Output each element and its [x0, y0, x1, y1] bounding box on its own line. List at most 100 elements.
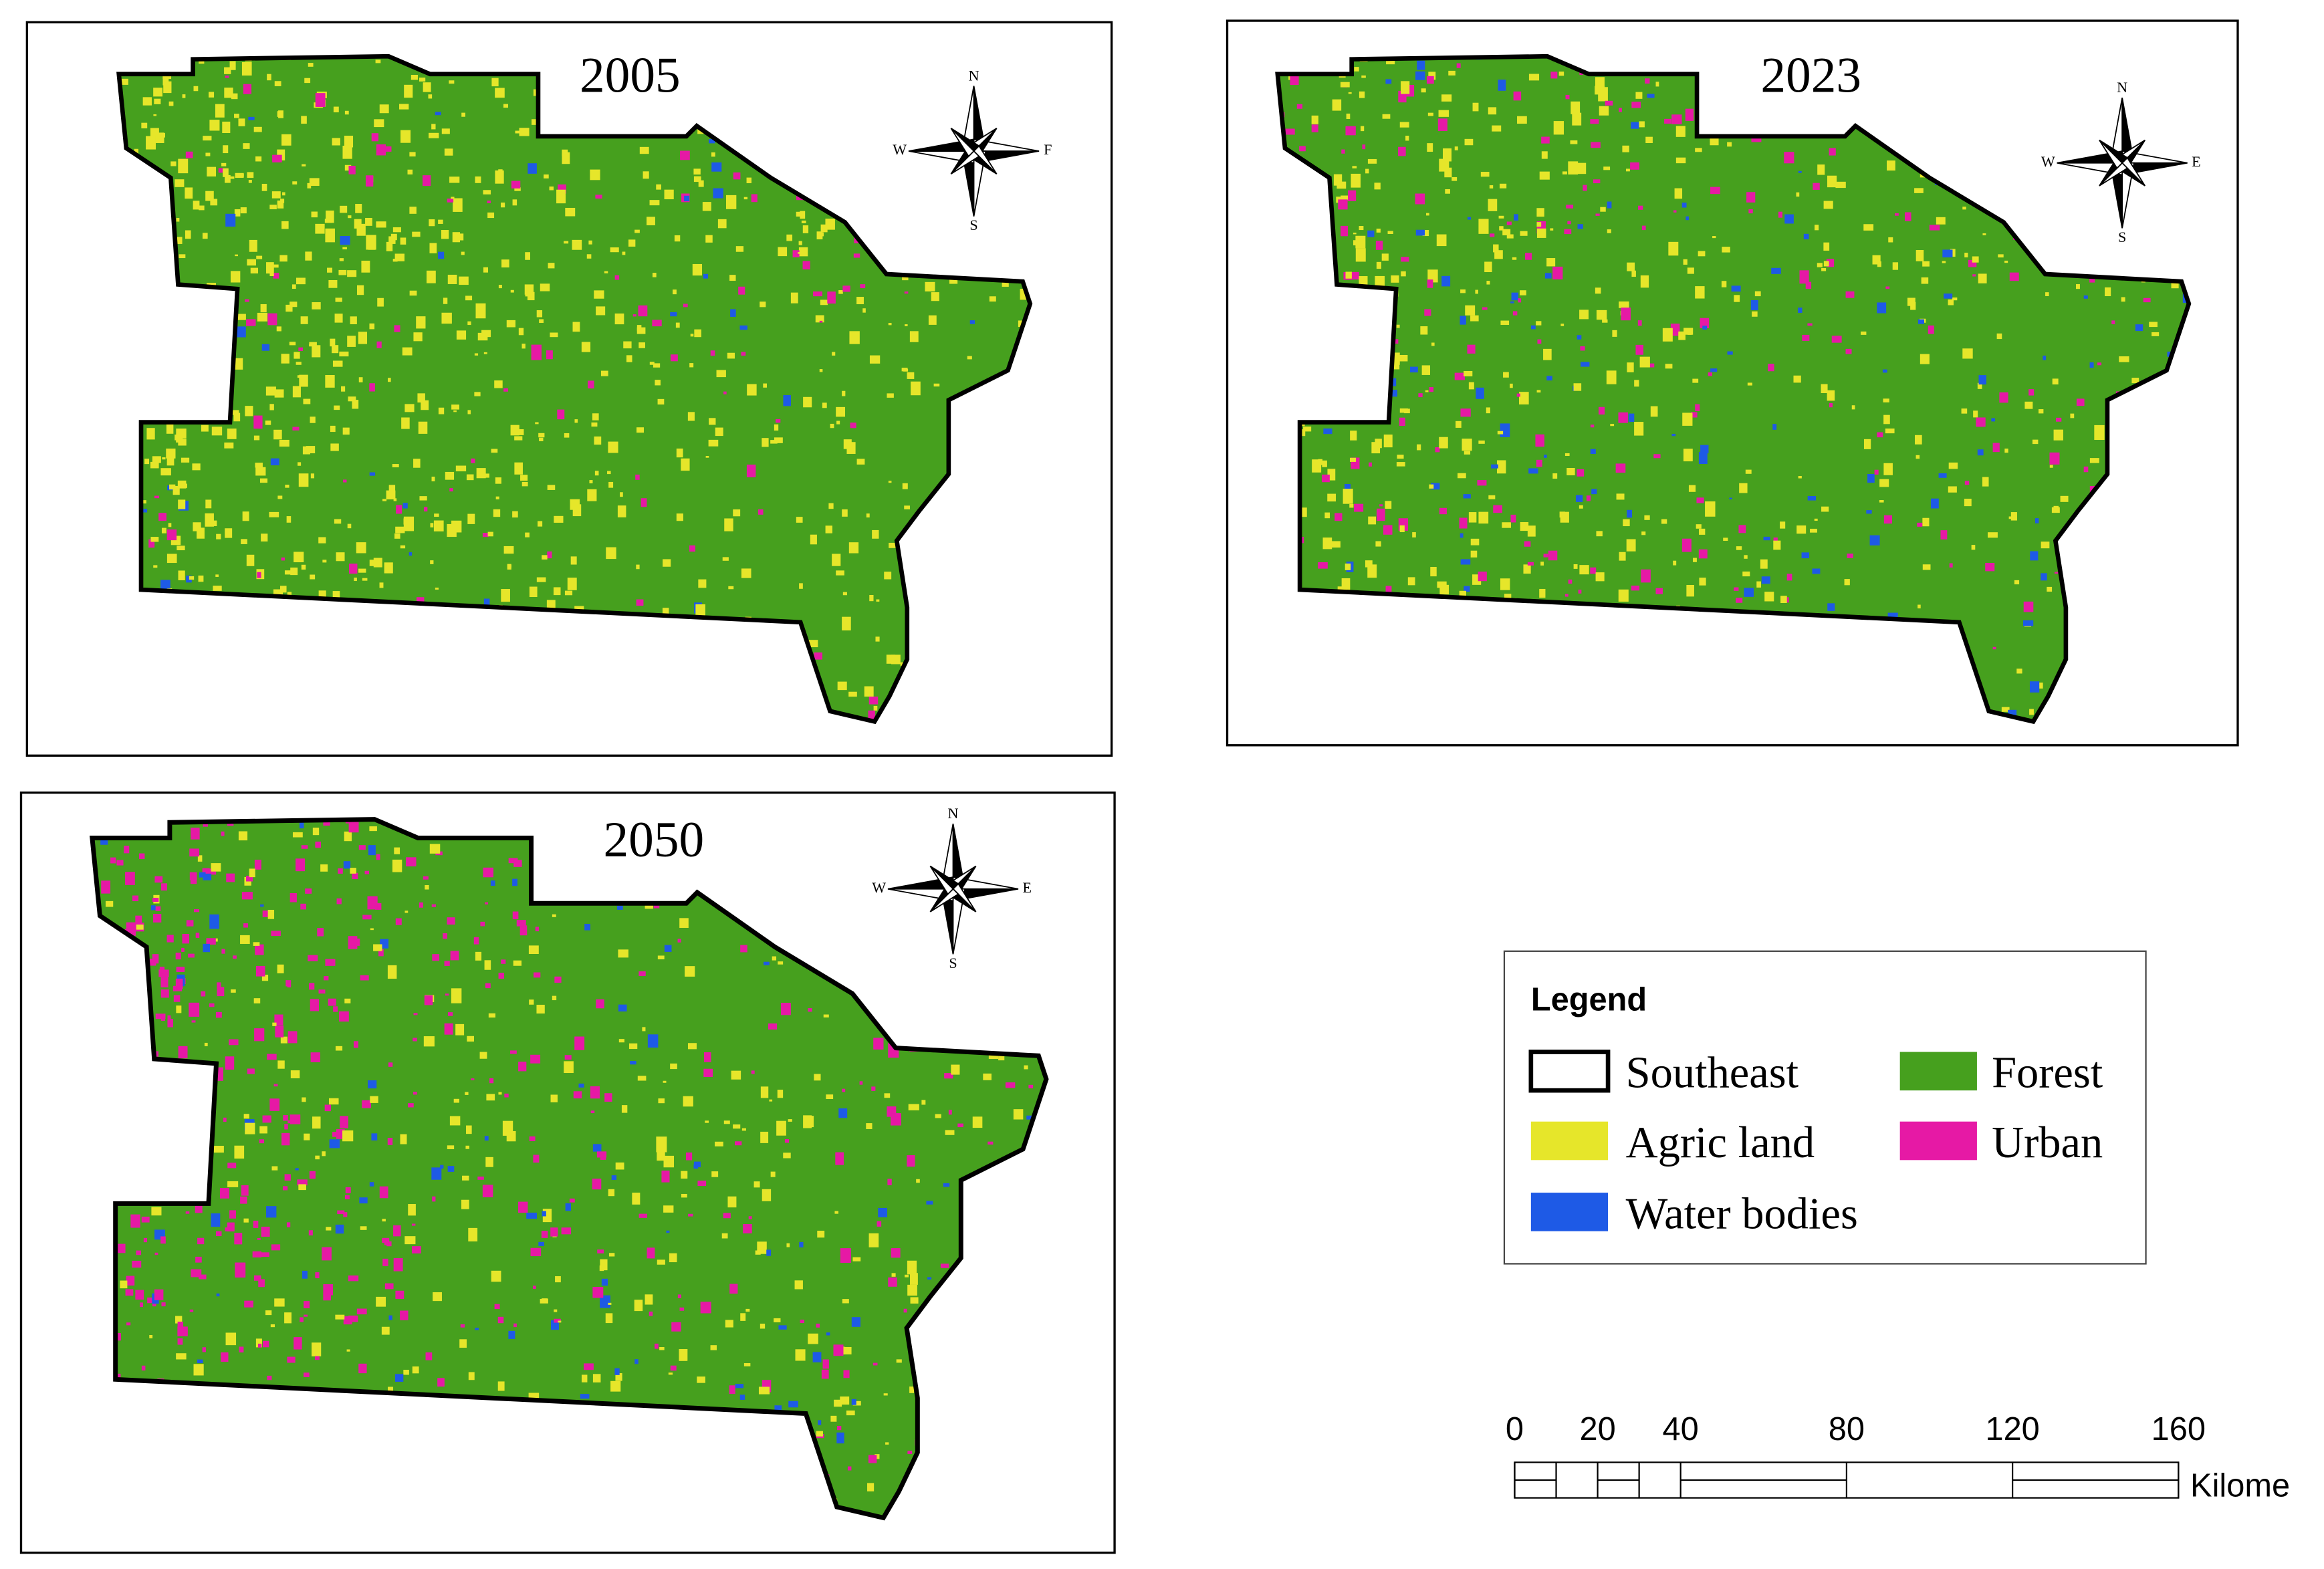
land-cover-patch [1458, 473, 1466, 479]
land-cover-patch [242, 511, 249, 521]
land-cover-patch [262, 911, 271, 917]
land-cover-patch [141, 122, 148, 129]
land-cover-patch [836, 1432, 844, 1444]
land-cover-patch [471, 458, 475, 463]
land-cover-patch [1530, 325, 1536, 330]
land-cover-patch [379, 582, 384, 588]
land-cover-patch [1341, 149, 1345, 154]
land-cover-patch [1470, 538, 1480, 546]
land-cover-patch [2089, 275, 2095, 283]
land-cover-patch [819, 320, 823, 323]
land-cover-patch [1645, 136, 1653, 143]
land-cover-patch [215, 104, 225, 118]
land-cover-patch [215, 574, 219, 577]
land-cover-patch [1544, 273, 1552, 279]
land-cover-patch [445, 471, 455, 480]
land-cover-patch [270, 1324, 275, 1328]
land-cover-patch [1490, 233, 1495, 237]
land-cover-patch [178, 1046, 188, 1059]
land-cover-patch [1520, 231, 1528, 236]
land-cover-patch [301, 564, 306, 570]
land-cover-patch [1823, 261, 1829, 267]
land-cover-patch [528, 945, 539, 955]
land-cover-patch [315, 1155, 320, 1160]
land-cover-patch [642, 1027, 646, 1032]
land-cover-patch [475, 176, 481, 183]
land-cover-patch [1445, 189, 1450, 194]
land-cover-patch [1412, 532, 1416, 537]
land-cover-patch [260, 904, 264, 907]
land-cover-patch [601, 1278, 608, 1286]
land-cover-patch [705, 235, 713, 243]
legend-label: Southeast [1626, 1049, 1799, 1098]
land-cover-patch [299, 374, 308, 387]
land-cover-patch [1488, 199, 1498, 211]
land-cover-patch [234, 209, 241, 217]
land-cover-patch [294, 1337, 302, 1350]
land-cover-patch [1343, 489, 1353, 504]
land-cover-patch [796, 517, 803, 523]
land-cover-patch [245, 299, 249, 302]
land-cover-patch [834, 1211, 838, 1214]
land-cover-patch [933, 383, 940, 387]
land-cover-patch [274, 1298, 285, 1307]
land-cover-patch [1435, 447, 1440, 453]
land-cover-patch [1696, 524, 1702, 529]
land-cover-patch [671, 1322, 681, 1332]
land-cover-patch [1682, 412, 1693, 426]
land-cover-patch [760, 1131, 769, 1143]
land-cover-patch [2023, 601, 2034, 612]
land-cover-patch [253, 998, 261, 1003]
land-cover-patch [413, 1038, 417, 1042]
land-cover-patch [400, 237, 406, 245]
land-cover-patch [2030, 551, 2039, 561]
land-cover-patch [1603, 166, 1611, 170]
land-cover-patch [1470, 550, 1478, 558]
land-cover-patch [800, 1320, 804, 1324]
land-cover-patch [185, 187, 193, 199]
land-cover-patch [645, 1294, 653, 1305]
land-cover-patch [638, 1213, 647, 1218]
land-cover-patch [1798, 475, 1802, 479]
land-cover-patch [449, 488, 453, 492]
land-cover-patch [510, 425, 519, 436]
land-cover-patch [309, 178, 320, 187]
land-cover-patch [412, 231, 421, 237]
land-cover-patch [1528, 74, 1540, 81]
land-cover-patch [491, 78, 499, 87]
land-cover-patch [552, 914, 556, 917]
scale-unit: Kilome [2190, 1467, 2290, 1503]
land-cover-patch [126, 1276, 135, 1286]
land-cover-patch [1311, 115, 1318, 124]
land-cover-patch [193, 909, 199, 913]
land-cover-patch [1801, 552, 1810, 559]
land-cover-patch [655, 380, 661, 386]
land-cover-patch [1465, 305, 1476, 316]
land-cover-patch [435, 112, 441, 116]
land-cover-patch [600, 370, 608, 376]
compass-label: S [969, 217, 977, 233]
land-cover-patch [1835, 181, 1846, 189]
land-cover-patch [1683, 259, 1688, 265]
land-cover-patch [225, 1056, 235, 1070]
land-cover-patch [876, 599, 880, 602]
land-cover-patch [907, 1284, 917, 1296]
land-cover-patch [614, 313, 624, 325]
land-cover-patch [352, 872, 358, 880]
land-cover-patch [413, 332, 423, 342]
land-cover-patch [1535, 434, 1544, 447]
land-cover-patch [1610, 424, 1615, 427]
land-cover-patch [1695, 286, 1705, 299]
land-cover-patch [1489, 185, 1494, 189]
land-cover-patch [580, 1394, 590, 1399]
land-cover-patch [151, 1207, 162, 1216]
land-cover-patch [1754, 291, 1761, 297]
land-cover-patch [1513, 91, 1522, 101]
land-cover-patch [803, 396, 812, 408]
land-cover-patch [167, 1015, 171, 1019]
land-cover-patch [392, 464, 399, 468]
land-cover-patch [1381, 253, 1389, 261]
land-cover-patch [746, 464, 756, 477]
land-cover-patch [1385, 501, 1392, 509]
land-cover-patch [348, 396, 356, 402]
